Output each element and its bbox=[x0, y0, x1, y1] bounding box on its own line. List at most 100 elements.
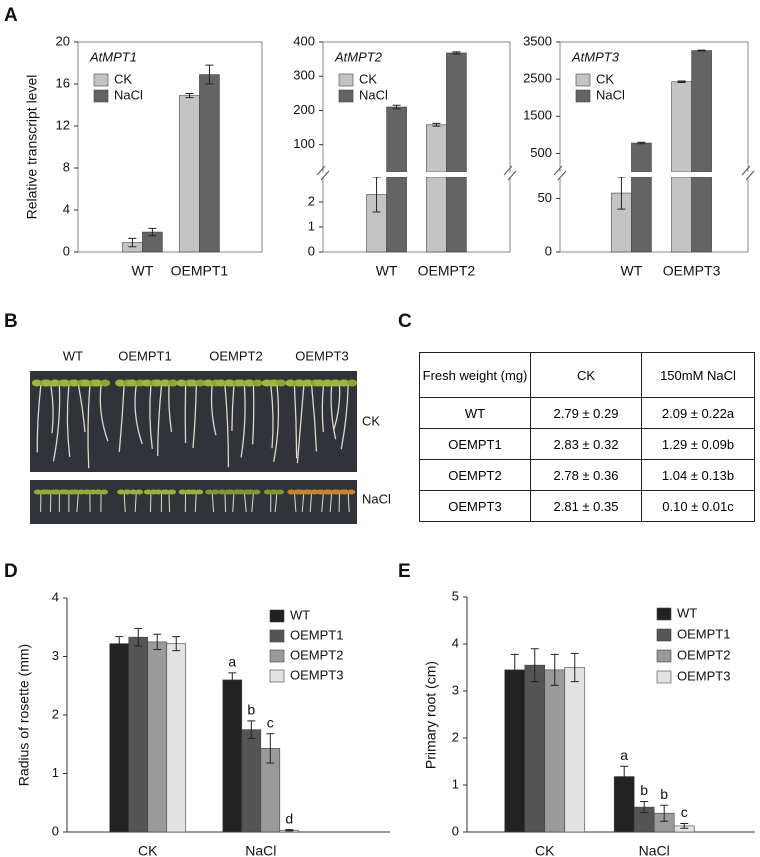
panel-label: D bbox=[4, 561, 18, 582]
root bbox=[333, 384, 341, 431]
leaf bbox=[92, 379, 103, 387]
panel-label: E bbox=[398, 561, 411, 582]
y-tick-label: 400 bbox=[293, 33, 315, 48]
root bbox=[310, 384, 318, 452]
leaf bbox=[141, 379, 152, 387]
root bbox=[293, 491, 297, 513]
x-tick-label: OEMPT1 bbox=[171, 263, 229, 279]
y-axis-label: Relative transcript level bbox=[24, 75, 40, 220]
root bbox=[296, 384, 305, 464]
y-tick-label: 20 bbox=[56, 33, 70, 48]
legend-label: OEMPT1 bbox=[677, 626, 730, 641]
x-tick-label: CK bbox=[138, 843, 158, 857]
leaf bbox=[270, 489, 279, 495]
legend-swatch bbox=[93, 73, 109, 87]
y-tick-label: 0 bbox=[308, 243, 315, 258]
y-axis-label: Radius of rosette (mm) bbox=[16, 644, 32, 786]
photo-column: OEMPT1 bbox=[118, 348, 171, 363]
leaf bbox=[117, 489, 126, 495]
leaf bbox=[224, 379, 235, 387]
root bbox=[301, 491, 305, 513]
table-cell: 1.04 ± 0.13b bbox=[641, 459, 755, 491]
root bbox=[36, 384, 42, 453]
leaf bbox=[314, 379, 325, 387]
error-bar bbox=[128, 237, 137, 248]
chart-title: AtMPT2 bbox=[334, 49, 383, 64]
leaf bbox=[252, 489, 261, 495]
root bbox=[168, 491, 171, 513]
bar bbox=[241, 729, 262, 833]
photo-row: CK bbox=[362, 413, 380, 428]
legend-swatch bbox=[575, 89, 591, 103]
y-tick-label: 4 bbox=[63, 201, 70, 216]
root bbox=[157, 384, 163, 457]
table-row: OEMPT1 2.83 ± 0.32 1.29 ± 0.09b bbox=[419, 428, 755, 460]
header-cell: CK bbox=[530, 352, 642, 398]
leaf bbox=[226, 489, 235, 495]
leaf bbox=[167, 489, 176, 495]
leaf bbox=[94, 489, 103, 495]
photo-row: NaCl bbox=[362, 491, 391, 506]
legend-swatch bbox=[656, 607, 672, 621]
photo-column: OEMPT3 bbox=[295, 348, 348, 363]
leaf bbox=[205, 489, 214, 495]
table-cell: OEMPT2 bbox=[419, 459, 531, 491]
leaf bbox=[217, 489, 226, 495]
legend-label: OEMPT1 bbox=[290, 627, 343, 642]
leaf bbox=[195, 379, 206, 387]
error-bar bbox=[228, 672, 237, 688]
legend-label: WT bbox=[677, 605, 697, 620]
plot-frame bbox=[77, 41, 263, 253]
significance-letter: b bbox=[660, 786, 668, 802]
leaf bbox=[161, 489, 170, 495]
leaf bbox=[143, 489, 152, 495]
error-bar bbox=[285, 829, 294, 832]
y-tick-label: 2 bbox=[308, 193, 315, 208]
root bbox=[321, 384, 325, 433]
legend-swatch bbox=[656, 649, 672, 663]
leaf bbox=[71, 489, 80, 495]
leaf bbox=[77, 489, 86, 495]
y-tick-label: 2500 bbox=[523, 71, 552, 86]
legend-label: CK bbox=[596, 71, 614, 86]
root bbox=[224, 491, 227, 513]
leaf bbox=[347, 379, 358, 387]
bar bbox=[386, 106, 407, 173]
significance-letter: b bbox=[247, 702, 255, 718]
root bbox=[293, 384, 298, 459]
root bbox=[211, 491, 215, 513]
x-tick-label: CK bbox=[535, 843, 555, 857]
bar bbox=[128, 636, 149, 833]
x-tick-label: WT bbox=[621, 263, 643, 279]
leaf bbox=[235, 379, 246, 387]
bar bbox=[446, 52, 467, 173]
legend-label: OEMPT2 bbox=[677, 647, 730, 662]
bar bbox=[199, 74, 220, 253]
table-cell: 2.83 ± 0.32 bbox=[530, 428, 642, 460]
leaf bbox=[33, 489, 42, 495]
error-bar bbox=[153, 633, 162, 650]
error-bar bbox=[134, 627, 143, 647]
root bbox=[273, 384, 280, 462]
y-tick-label: 1500 bbox=[523, 108, 552, 123]
error-bar bbox=[247, 720, 256, 739]
table-cell: 2.79 ± 0.29 bbox=[530, 397, 642, 429]
y-tick-label: 16 bbox=[56, 75, 70, 90]
table-cell: 0.10 ± 0.01c bbox=[641, 490, 755, 522]
leaf bbox=[215, 379, 226, 387]
header-cell: Fresh weight (mg) bbox=[419, 352, 531, 398]
legend-swatch bbox=[269, 649, 285, 663]
root bbox=[232, 491, 235, 513]
table-row: OEMPT2 2.78 ± 0.36 1.04 ± 0.13b bbox=[419, 459, 755, 491]
error-bar bbox=[620, 765, 629, 788]
error-bar bbox=[640, 800, 649, 814]
root bbox=[99, 384, 109, 442]
bar bbox=[426, 124, 447, 173]
leaf bbox=[43, 489, 52, 495]
leaf bbox=[129, 489, 138, 495]
root bbox=[52, 384, 61, 462]
root bbox=[118, 384, 125, 452]
legend-swatch bbox=[93, 89, 109, 103]
bar bbox=[222, 679, 243, 833]
legend-label: CK bbox=[114, 71, 132, 86]
